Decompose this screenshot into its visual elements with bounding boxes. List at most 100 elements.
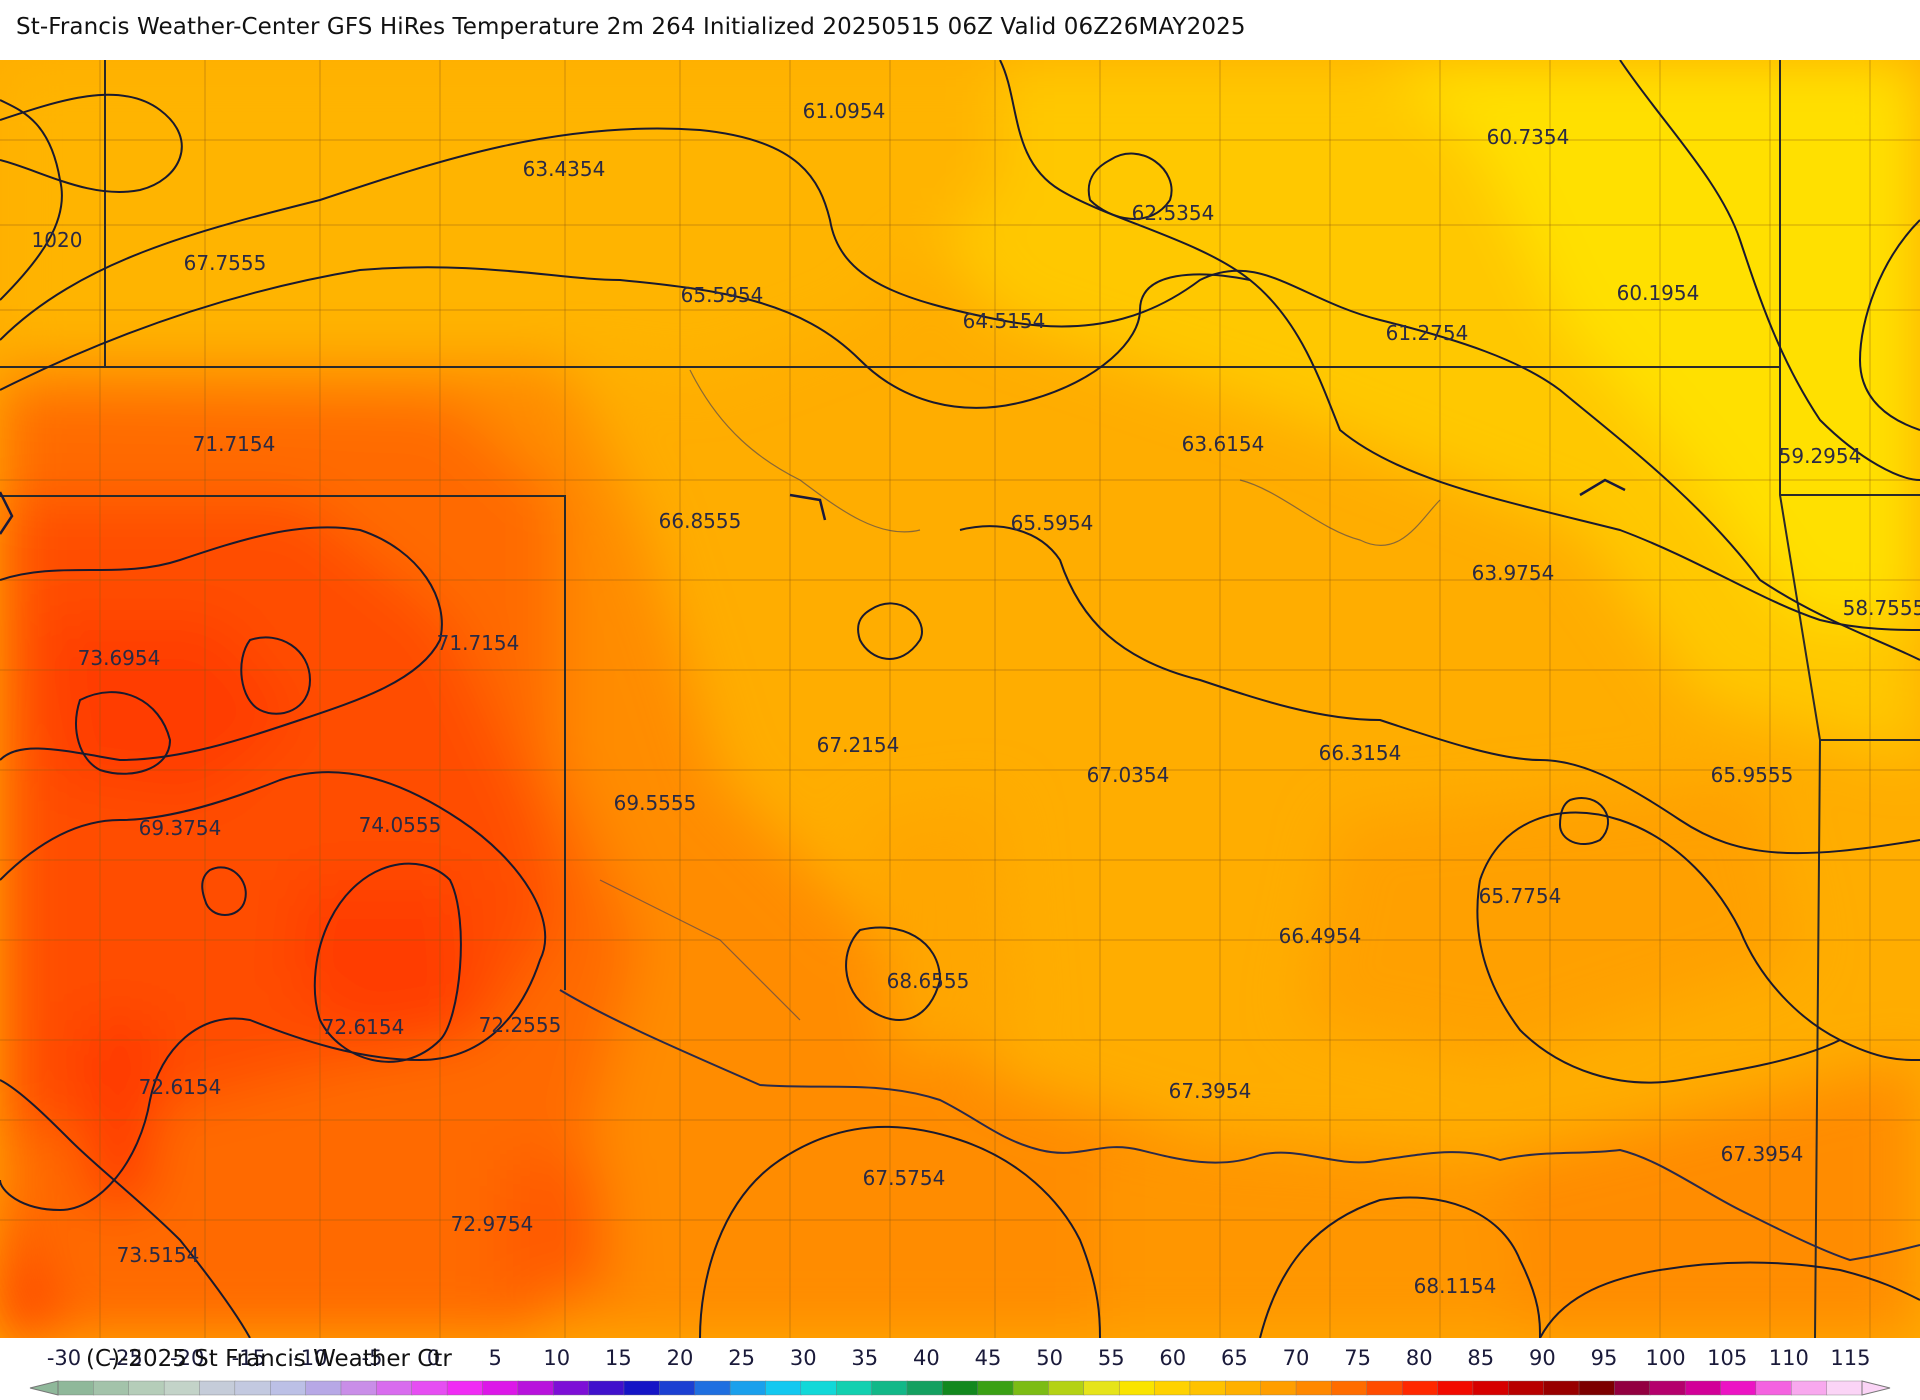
- colorbar-swatch: [234, 1380, 272, 1396]
- colorbar-swatch: [836, 1380, 873, 1396]
- temp-label: 65.5954: [681, 283, 764, 307]
- temp-label: 72.9754: [451, 1212, 534, 1236]
- colorbar-swatch: [1720, 1380, 1757, 1396]
- temp-label: 68.1154: [1414, 1274, 1497, 1298]
- temp-label: 67.0354: [1087, 763, 1170, 787]
- colorbar-tick-label: 20: [667, 1346, 694, 1370]
- colorbar-swatch: [305, 1380, 342, 1396]
- colorbar-swatch: [1331, 1380, 1368, 1396]
- colorbar-swatch: [588, 1380, 625, 1396]
- colorbar-swatch: [729, 1380, 767, 1396]
- colorbar-tick-label: 105: [1707, 1346, 1747, 1370]
- temp-label: 72.6154: [322, 1015, 405, 1039]
- temp-label: 71.7154: [437, 631, 520, 655]
- colorbar-tick-label: 95: [1591, 1346, 1618, 1370]
- colorbar-swatch: [1083, 1380, 1120, 1396]
- colorbar-swatch: [1755, 1380, 1793, 1396]
- colorbar-swatch: [553, 1380, 590, 1396]
- temp-label: 71.7154: [193, 432, 276, 456]
- colorbar: -30 -25 -20 -15 -10 -5 0 5 10 15 20 25 30 35 40 45 50 55 6…: [29, 1346, 1891, 1396]
- colorbar-swatch: [1791, 1380, 1828, 1396]
- colorbar-swatch: [1578, 1380, 1616, 1396]
- temp-label: 63.4354: [523, 157, 606, 181]
- colorbar-swatch: [93, 1380, 130, 1396]
- colorbar-tick-label: 10: [543, 1346, 570, 1370]
- temp-label: 74.0555: [359, 813, 442, 837]
- colorbar-swatch: [1118, 1380, 1156, 1396]
- temp-label: 66.8555: [659, 509, 742, 533]
- colorbar-tick-label: 85: [1467, 1346, 1494, 1370]
- temp-label: 67.3954: [1721, 1142, 1804, 1166]
- colorbar-swatch: [1012, 1380, 1050, 1396]
- county-borders: [0, 60, 1920, 1338]
- colorbar-swatch: [376, 1380, 413, 1396]
- colorbar-swatch: [1437, 1380, 1474, 1396]
- colorbar-swatch: [1826, 1380, 1863, 1396]
- colorbar-high-arrow: [1861, 1380, 1891, 1396]
- colorbar-tick-label: 30: [790, 1346, 817, 1370]
- temperature-labels: 61.0954 60.7354 63.4354 62.5354 67.7555 …: [32, 99, 1920, 1298]
- copyright-notice: (C)-2025 St Francis Weather Ctr: [86, 1346, 452, 1372]
- colorbar-swatch: [659, 1380, 696, 1396]
- temp-label: 59.2954: [1779, 444, 1862, 468]
- colorbar-tick-label: 100: [1646, 1346, 1686, 1370]
- temp-label: 64.5154: [963, 309, 1046, 333]
- colorbar-tick-label: 45: [975, 1346, 1002, 1370]
- pressure-label: 1020: [32, 228, 83, 252]
- colorbar-swatch: [942, 1380, 979, 1396]
- temp-label: 65.9555: [1711, 763, 1794, 787]
- colorbar-swatch: [623, 1380, 661, 1396]
- temp-label: 63.9754: [1472, 561, 1555, 585]
- colorbar-swatch: [1260, 1380, 1297, 1396]
- colorbar-tick-label: 15: [605, 1346, 632, 1370]
- temp-label: 73.5154: [117, 1243, 200, 1267]
- temperature-fill: [0, 60, 1920, 1338]
- colorbar-ticks: -30 -25 -20 -15 -10 -5 0 5 10 15 20 25 30 35 40 45 50 55 6…: [47, 1346, 1871, 1370]
- state-borders: [0, 60, 1920, 1338]
- colorbar-tick-label: 5: [489, 1346, 502, 1370]
- colorbar-swatch: [977, 1380, 1014, 1396]
- colorbar-swatch: [128, 1380, 165, 1396]
- temp-label: 65.7754: [1479, 884, 1562, 908]
- colorbar-swatch: [765, 1380, 802, 1396]
- colorbar-tick-label: 75: [1344, 1346, 1371, 1370]
- colorbar-swatches: [29, 1380, 1891, 1396]
- colorbar-tick-label: 65: [1221, 1346, 1248, 1370]
- colorbar-swatch: [1401, 1380, 1439, 1396]
- colorbar-swatch: [1366, 1380, 1403, 1396]
- temp-label: 62.5354: [1132, 201, 1215, 225]
- temp-label: 67.3954: [1169, 1079, 1252, 1103]
- temp-label: 65.5954: [1011, 511, 1094, 535]
- colorbar-tick-label: 90: [1529, 1346, 1556, 1370]
- front-symbols: [0, 478, 1626, 535]
- colorbar-tick-label: -15: [232, 1346, 266, 1370]
- temp-label: 66.3154: [1319, 741, 1402, 765]
- temp-label: 61.0954: [803, 99, 886, 123]
- colorbar-tick-label: 25: [728, 1346, 755, 1370]
- colorbar-swatch: [411, 1380, 448, 1396]
- temperature-map[interactable]: 61.0954 60.7354 63.4354 62.5354 67.7555 …: [0, 60, 1920, 1338]
- colorbar-swatch: [517, 1380, 555, 1396]
- colorbar-swatch: [163, 1380, 201, 1396]
- colorbar-swatch: [199, 1380, 236, 1396]
- colorbar-tick-label: 50: [1036, 1346, 1063, 1370]
- colorbar-tick-label: 80: [1406, 1346, 1433, 1370]
- colorbar-swatch: [270, 1380, 307, 1396]
- temp-label: 72.6154: [139, 1075, 222, 1099]
- temp-label: 67.2154: [817, 733, 900, 757]
- colorbar-swatch: [1614, 1380, 1651, 1396]
- temp-label: 66.4954: [1279, 924, 1362, 948]
- colorbar-tick-label: 0: [427, 1346, 440, 1370]
- pressure-isobars: [0, 60, 1920, 1338]
- colorbar-tick-label: -25: [108, 1346, 142, 1370]
- red-river-border: [559, 989, 1920, 1262]
- colorbar-swatch: [800, 1380, 837, 1396]
- colorbar-tick-label: 55: [1098, 1346, 1125, 1370]
- colorbar-tick-label: 110: [1769, 1346, 1809, 1370]
- temp-label: 61.2754: [1386, 321, 1469, 345]
- colorbar-tick-label: -20: [170, 1346, 204, 1370]
- temp-label: 60.7354: [1487, 125, 1570, 149]
- colorbar-tick-label: 40: [913, 1346, 940, 1370]
- colorbar-tick-label: 70: [1283, 1346, 1310, 1370]
- colorbar-swatch: [482, 1380, 519, 1396]
